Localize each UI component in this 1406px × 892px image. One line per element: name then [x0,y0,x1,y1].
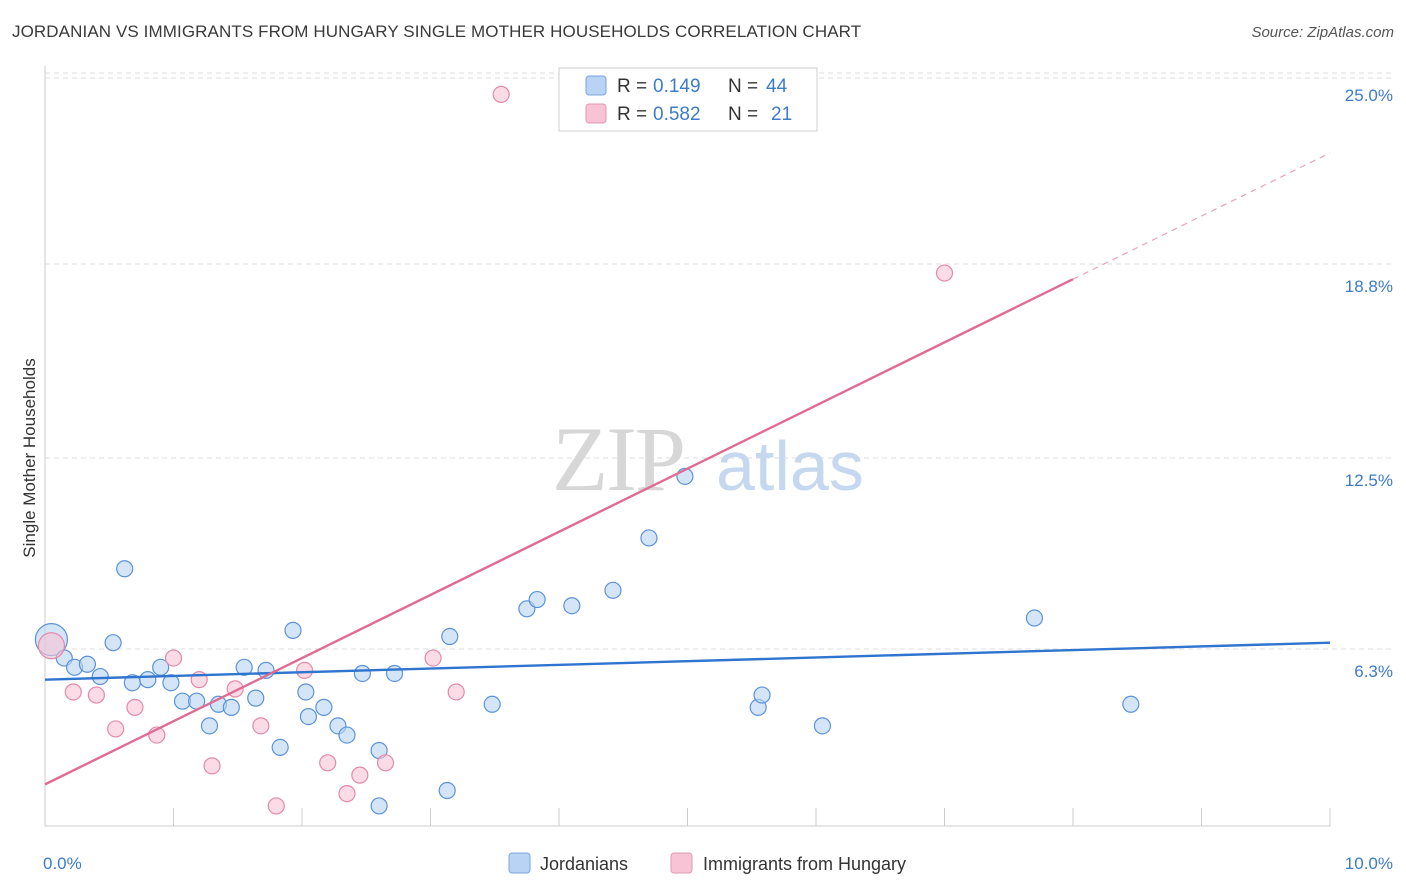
data-point-jordanians [200,717,219,735]
bottom-legend: Jordanians Immigrants from Hungary [508,852,906,874]
trend-line-jordanians [44,641,1331,681]
y-tick-label: 6.3% [1354,662,1393,681]
data-point-immigrants-from-hungary [267,797,285,815]
data-point-jordanians [385,664,404,683]
data-point-immigrants-from-hungary [295,661,314,680]
legend-r-label-1: R = [617,76,647,97]
watermark-zip: ZIP [552,408,684,510]
data-point-immigrants-from-hungary [338,785,356,803]
data-point-jordanians [139,671,157,689]
legend-n-label-1: N = [728,76,758,97]
data-point-jordanians [813,717,832,735]
data-point-immigrants-from-hungary [447,683,465,701]
bottom-legend-swatch-blue [508,852,531,874]
data-point-jordanians [370,797,388,815]
chart-title: JORDANIAN VS IMMIGRANTS FROM HUNGARY SIN… [12,22,862,41]
data-point-immigrants-from-hungary [351,766,369,784]
y-tick-label: 18.8% [1345,277,1393,296]
data-point-jordanians [483,695,501,713]
data-point-jordanians [297,683,315,701]
data-point-jordanians [1122,695,1140,713]
data-point-jordanians [604,581,622,599]
data-point-immigrants-from-hungary [37,632,66,660]
data-point-immigrants-from-hungary [64,683,82,701]
y-tick-label: 12.5% [1345,471,1393,490]
data-point-jordanians [528,590,546,609]
y-tick-labels: 6.3% 12.5% 18.8% 25.0% [1345,86,1393,681]
bottom-legend-label-blue: Jordanians [540,854,628,874]
legend-r-value-1: 0.149 [653,76,701,97]
data-point-jordanians [116,560,134,578]
legend-r-value-2: 0.582 [653,104,701,125]
data-point-jordanians [640,529,658,547]
data-point-jordanians [284,621,302,639]
data-point-immigrants-from-hungary [126,698,144,716]
data-point-immigrants-from-hungary [492,85,510,104]
data-point-jordanians [247,689,265,707]
watermark: ZIP atlas [552,408,864,510]
x-tick-label: 0.0% [43,854,82,873]
data-point-immigrants-from-hungary [252,717,270,735]
data-point-jordanians [438,781,456,800]
data-point-immigrants-from-hungary [424,649,442,667]
data-point-jordanians [315,698,333,716]
data-point-jordanians [441,627,459,646]
trend-lines [44,152,1331,786]
data-point-jordanians [299,708,318,726]
legend-swatch-pink [585,103,607,124]
data-point-immigrants-from-hungary [87,686,106,704]
legend-n-label-2: N = [728,104,758,125]
legend-swatch-blue [585,75,607,96]
data-point-jordanians [271,738,289,757]
watermark-atlas: atlas [716,427,864,505]
data-point-jordanians [563,597,581,615]
top-legend: R = 0.149 N = 44 R = 0.582 N = 21 [558,67,818,132]
legend-r-label-2: R = [617,104,647,125]
legend-n-value-1: 44 [766,76,788,97]
data-point-jordanians [235,658,253,676]
data-point-immigrants-from-hungary [203,757,221,775]
data-point-jordanians [338,726,356,744]
data-point-immigrants-from-hungary [376,754,395,772]
data-point-jordanians [353,664,371,683]
grid-lines [45,72,1395,650]
data-point-jordanians [753,686,771,704]
data-point-jordanians [222,698,240,716]
trend-line-immigrants-from-hungary [44,278,1074,786]
bottom-legend-label-pink: Immigrants from Hungary [703,854,906,874]
trend-line-extension-immigrants-from-hungary [1072,152,1331,280]
data-point-jordanians [91,667,109,686]
y-tick-label: 25.0% [1345,86,1393,105]
x-tick-label: 10.0% [1345,854,1393,873]
y-axis-label: Single Mother Households [20,358,39,557]
axes [44,66,1331,827]
data-point-jordanians [1025,609,1044,627]
data-point-jordanians [104,634,122,652]
data-point-immigrants-from-hungary [935,264,954,282]
series-immigrants-from-hungary [37,85,954,815]
data-point-immigrants-from-hungary [107,720,125,738]
series-jordanians [34,467,1140,815]
data-point-jordanians [78,655,97,673]
data-point-jordanians [162,674,180,692]
legend-n-value-2: 21 [771,104,792,125]
data-point-immigrants-from-hungary [319,754,337,772]
data-point-immigrants-from-hungary [164,649,183,667]
source-label: Source: ZipAtlas.com [1251,24,1394,41]
x-tick-labels: 0.0% 10.0% [43,854,1393,873]
bottom-legend-swatch-pink [670,852,693,874]
